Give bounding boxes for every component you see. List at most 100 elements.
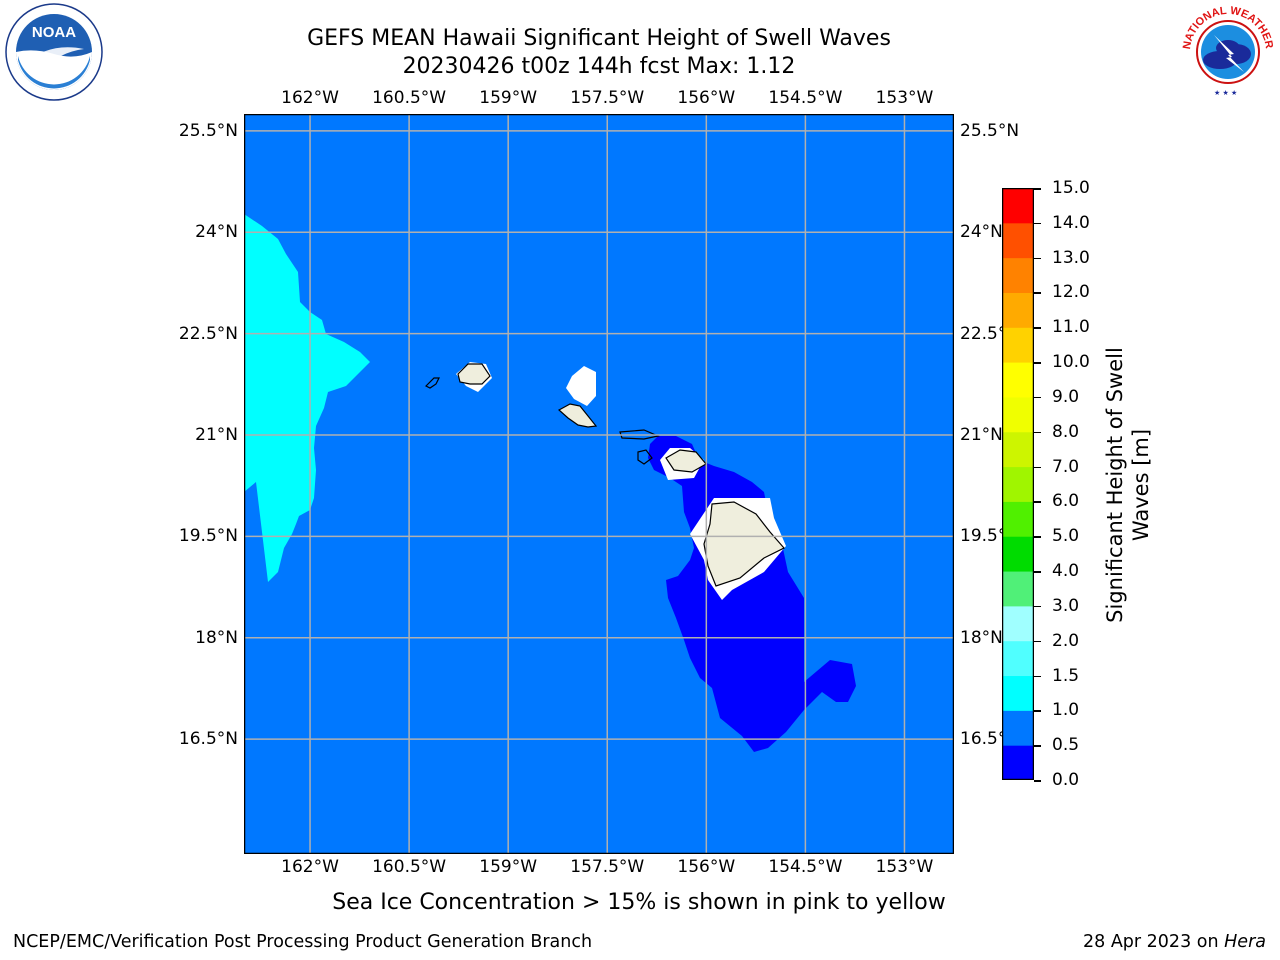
lon-tick-label: 154.5°W <box>768 857 843 877</box>
colorbar-bin <box>1002 745 1034 780</box>
svg-text:★ ★ ★: ★ ★ ★ <box>1214 89 1237 97</box>
lon-tick-label: 159°W <box>479 857 538 877</box>
colorbar-bin <box>1002 571 1034 607</box>
colorbar-tick-mark <box>1034 292 1041 294</box>
lon-tick-label: 160.5°W <box>372 88 447 108</box>
colorbar-bin <box>1002 675 1034 711</box>
colorbar-tick-label: 14.0 <box>1052 212 1090 233</box>
colorbar-tick-mark <box>1034 396 1041 399</box>
colorbar-tick-label: 7.0 <box>1052 456 1080 477</box>
colorbar-tick-mark <box>1034 780 1041 782</box>
colorbar-tick-label: 6.0 <box>1052 491 1080 512</box>
island-lanai-kahoolawe <box>637 449 653 465</box>
colorbar-bin <box>1002 188 1034 224</box>
noaa-logo: NOAA <box>4 2 104 102</box>
colorbar-tick-mark <box>1034 501 1041 503</box>
forecast-subtitle: 20230426 t00z 144h fcst Max: 1.12 <box>402 54 796 79</box>
colorbar-tick-label: 1.0 <box>1052 700 1080 721</box>
footer-machine: Hera <box>1224 932 1266 952</box>
lat-tick-label: 19.5°N <box>178 526 238 547</box>
colorbar-tick-label: 12.0 <box>1052 282 1090 303</box>
colorbar-label: Significant Height of Swell Waves [m] <box>1102 275 1154 695</box>
map-title: GEFS MEAN Hawaii Significant Height of S… <box>307 26 891 51</box>
lon-tick-label: 156°W <box>677 857 736 877</box>
sea-ice-note: Sea Ice Concentration > 15% is shown in … <box>332 890 946 915</box>
colorbar-tick-mark <box>1034 327 1041 329</box>
island-oahu <box>557 403 598 428</box>
lon-tick-label: 153°W <box>875 857 934 877</box>
graticule <box>244 114 954 854</box>
colorbar-label-line1: Significant Height of Swell <box>1103 347 1127 623</box>
footer-credit: NCEP/EMC/Verification Post Processing Pr… <box>13 932 593 952</box>
swell-height-map <box>244 114 954 854</box>
colorbar-tick-mark <box>1034 675 1041 678</box>
colorbar-tick-label: 10.0 <box>1052 352 1090 373</box>
footer-date-text: 28 Apr 2023 on <box>1083 932 1225 952</box>
lon-tick-label: 153°W <box>875 88 934 108</box>
island-niihau <box>424 377 440 389</box>
coastal-mask-oahu <box>566 366 596 406</box>
swell-1-0-1-5-region <box>244 214 370 582</box>
colorbar-tick-mark <box>1034 466 1041 469</box>
colorbar-bin <box>1002 710 1034 746</box>
colorbar-tick-label: 8.0 <box>1052 421 1080 442</box>
colorbar-tick-mark <box>1034 362 1041 364</box>
lat-tick-label: 21°N <box>195 425 238 445</box>
ocean-fill <box>244 114 954 854</box>
colorbar-tick-label: 13.0 <box>1052 247 1090 268</box>
lat-tick-label: 25.5°N <box>960 120 1020 141</box>
colorbar-tick-label: 15.0 <box>1052 178 1090 198</box>
lon-tick-label: 154.5°W <box>768 88 843 108</box>
colorbar-tick-label: 0.0 <box>1052 770 1080 790</box>
nws-logo: NATIONAL WEATHER SERVICE ★ ★ ★ <box>1174 0 1278 102</box>
footer-date: 28 Apr 2023 on Hera <box>1083 932 1266 952</box>
colorbar-tick-label: 9.0 <box>1052 386 1080 407</box>
colorbar-bin <box>1002 536 1034 572</box>
lon-tick-label: 157.5°W <box>570 88 645 108</box>
colorbar-bin <box>1002 431 1034 468</box>
colorbar-bin <box>1002 292 1034 328</box>
colorbar-tick-mark <box>1034 640 1041 643</box>
colorbar-bin <box>1002 396 1034 433</box>
colorbar-bin <box>1002 362 1034 398</box>
island-molokai <box>619 429 660 440</box>
colorbar-label-line2: Waves [m] <box>1129 428 1153 542</box>
colorbar-tick-mark <box>1034 605 1041 608</box>
colorbar-tick-mark <box>1034 431 1041 434</box>
colorbar-tick-label: 3.0 <box>1052 595 1080 616</box>
island-hawaii <box>703 501 785 587</box>
colorbar-tick-mark <box>1034 536 1041 538</box>
lat-tick-label: 21°N <box>960 425 1003 445</box>
colorbar-tick-mark <box>1034 222 1041 225</box>
colorbar-bin <box>1002 640 1034 677</box>
lon-tick-label: 159°W <box>479 88 538 108</box>
noaa-logo-text: NOAA <box>32 24 76 41</box>
lat-tick-label: 25.5°N <box>178 120 238 141</box>
lat-tick-label: 22.5°N <box>178 323 238 344</box>
colorbar-tick-label: 2.0 <box>1052 630 1080 651</box>
colorbar-bin <box>1002 257 1034 293</box>
colorbar-tick-label: 0.5 <box>1052 735 1080 756</box>
lon-tick-label: 157.5°W <box>570 857 645 877</box>
colorbar-bin <box>1002 222 1034 259</box>
colorbar-tick-mark <box>1034 571 1041 573</box>
colorbar-tick-mark <box>1034 257 1041 260</box>
colorbar-tick-label: 4.0 <box>1052 561 1080 582</box>
lat-tick-label: 24°N <box>960 222 1003 243</box>
colorbar-tick-label: 11.0 <box>1052 317 1090 338</box>
island-kauai <box>457 363 491 385</box>
lat-tick-label: 24°N <box>195 222 238 243</box>
lon-tick-label: 156°W <box>677 88 736 108</box>
colorbar-bin <box>1002 466 1034 502</box>
lon-tick-label: 160.5°W <box>372 857 447 877</box>
lat-tick-label: 16.5°N <box>178 729 238 750</box>
colorbar-tick-mark <box>1034 188 1041 190</box>
lon-tick-label: 162°W <box>281 857 339 877</box>
colorbar-bin <box>1002 501 1034 537</box>
lon-tick-label: 162°W <box>281 88 339 108</box>
swell-0-0-5-region <box>648 436 856 752</box>
colorbar-bin <box>1002 327 1034 363</box>
colorbar-tick-label: 1.5 <box>1052 665 1080 686</box>
colorbar-tick-mark <box>1034 710 1041 712</box>
islands <box>424 363 785 587</box>
